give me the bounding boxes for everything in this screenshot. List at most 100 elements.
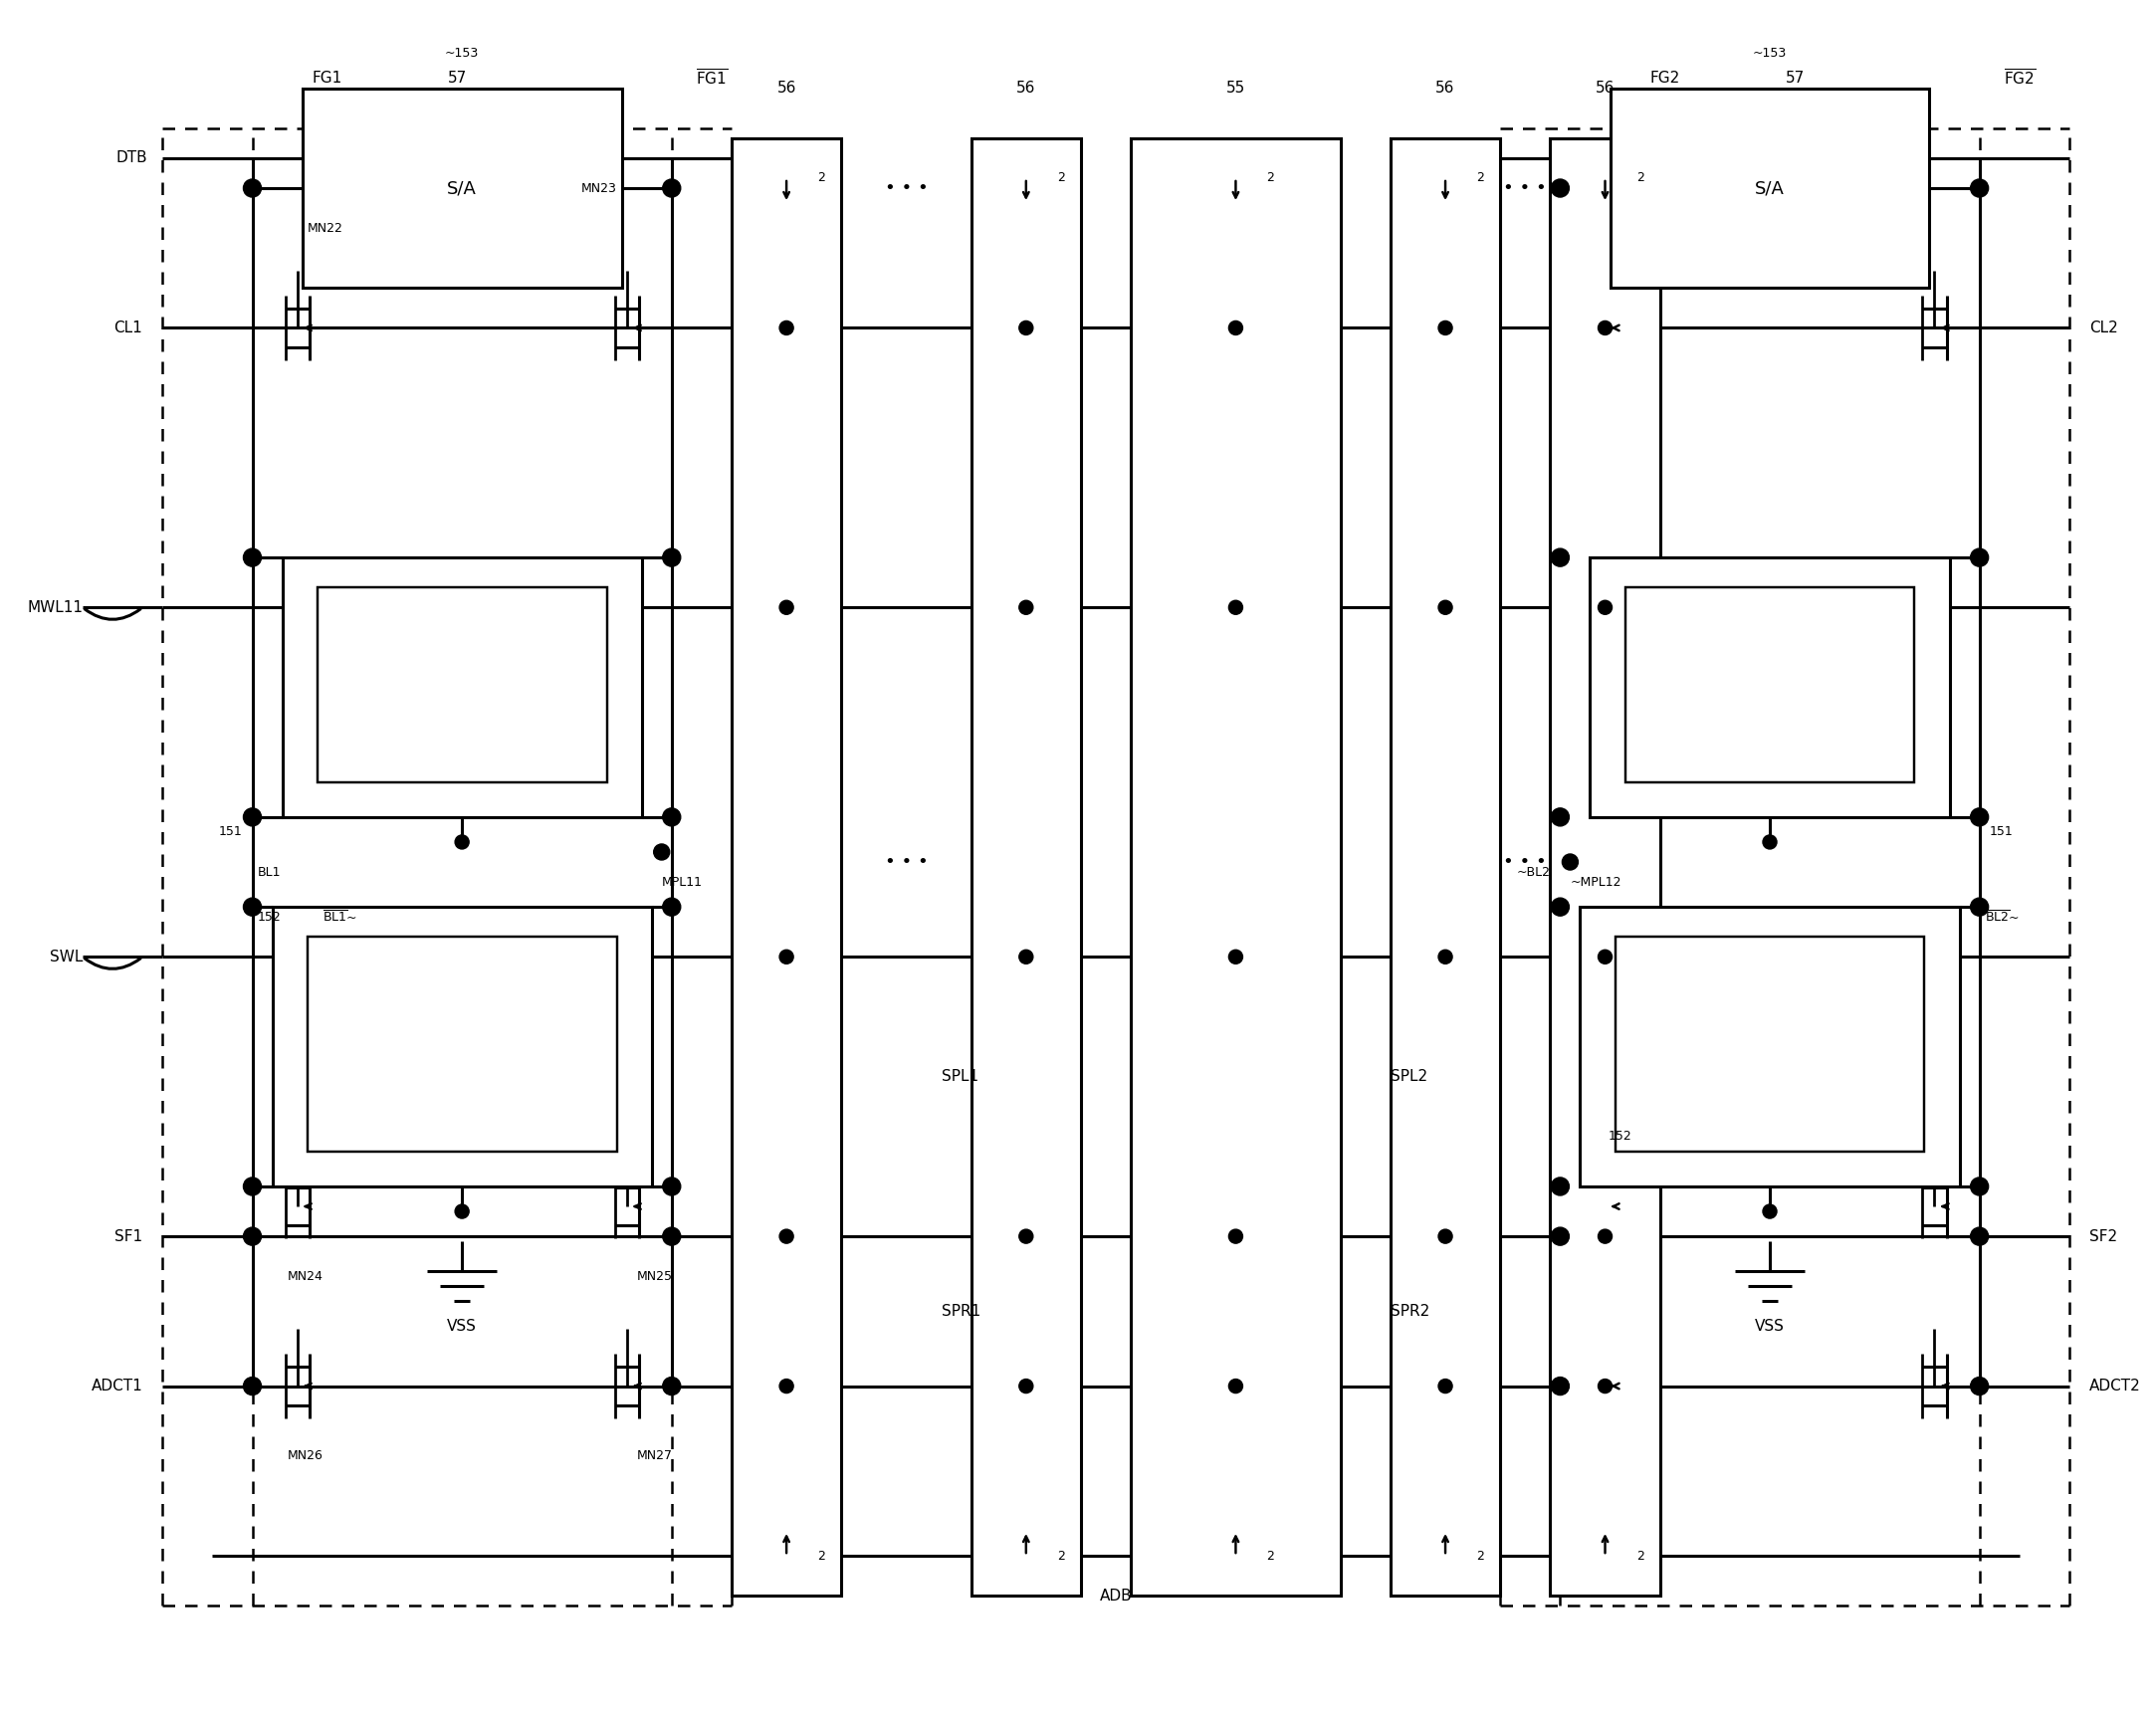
Circle shape (1438, 321, 1453, 334)
Text: MN24: MN24 (287, 1270, 323, 1282)
Circle shape (1971, 807, 1988, 826)
Text: • • •: • • • (884, 180, 927, 197)
Text: 56: 56 (1595, 81, 1615, 96)
Text: VSS: VSS (1755, 1318, 1785, 1333)
Circle shape (455, 835, 470, 848)
Circle shape (1971, 1376, 1988, 1395)
Circle shape (1229, 950, 1242, 963)
Text: 152: 152 (1608, 1130, 1632, 1143)
Circle shape (1971, 548, 1988, 567)
Circle shape (1550, 548, 1570, 567)
Text: S/A: S/A (1755, 180, 1785, 197)
Text: 2: 2 (1268, 171, 1274, 185)
Text: BL1: BL1 (257, 866, 280, 879)
Text: 151: 151 (1990, 826, 2014, 838)
Text: 2: 2 (1056, 171, 1065, 185)
Circle shape (244, 898, 261, 915)
Text: SPL2: SPL2 (1391, 1070, 1427, 1083)
Text: MPL11: MPL11 (662, 876, 703, 888)
Text: 2: 2 (1477, 171, 1483, 185)
Text: 2: 2 (1477, 1549, 1483, 1561)
Text: CL2: CL2 (2089, 321, 2117, 336)
Circle shape (1598, 321, 1613, 334)
Text: 2: 2 (817, 1549, 826, 1561)
Circle shape (1550, 1227, 1570, 1246)
Circle shape (662, 180, 681, 197)
Bar (1615, 938, 1925, 1152)
Bar (1550, 139, 1660, 1596)
Circle shape (1971, 1178, 1988, 1195)
Circle shape (780, 600, 793, 614)
Circle shape (1598, 950, 1613, 963)
Circle shape (1020, 1380, 1033, 1393)
Text: 2: 2 (1636, 1549, 1643, 1561)
Text: MN27: MN27 (636, 1450, 673, 1462)
Bar (1611, 89, 1930, 288)
Text: 56: 56 (1015, 81, 1035, 96)
Circle shape (662, 898, 681, 915)
Text: S/A: S/A (446, 180, 476, 197)
Text: SF2: SF2 (2089, 1229, 2117, 1244)
Bar (970, 139, 1080, 1596)
Text: 57: 57 (448, 70, 466, 86)
Circle shape (1229, 600, 1242, 614)
Text: ~BL2: ~BL2 (1516, 866, 1550, 879)
Circle shape (455, 1205, 470, 1219)
Circle shape (1020, 950, 1033, 963)
Circle shape (662, 1376, 681, 1395)
Circle shape (1550, 1178, 1570, 1195)
Circle shape (1598, 1380, 1613, 1393)
Circle shape (1550, 1376, 1570, 1395)
Text: MN26: MN26 (287, 1450, 323, 1462)
Text: • • •: • • • (884, 854, 927, 871)
Text: ADCT1: ADCT1 (91, 1378, 142, 1393)
Text: • • •: • • • (1503, 854, 1548, 871)
Circle shape (1764, 1205, 1777, 1219)
Text: $\overline{\rm BL1}$~: $\overline{\rm BL1}$~ (321, 908, 356, 924)
Bar (272, 907, 651, 1186)
Text: • • •: • • • (1503, 180, 1548, 197)
Circle shape (1598, 1229, 1613, 1243)
Circle shape (662, 1178, 681, 1195)
Circle shape (244, 1376, 261, 1395)
Circle shape (244, 548, 261, 567)
Bar (1591, 557, 1949, 818)
Circle shape (244, 807, 261, 826)
Circle shape (1020, 600, 1033, 614)
Text: DTB: DTB (116, 151, 147, 166)
Circle shape (1229, 321, 1242, 334)
Circle shape (780, 1380, 793, 1393)
Bar (302, 89, 621, 288)
Text: $\overline{\rm FG1}$: $\overline{\rm FG1}$ (696, 69, 727, 89)
Text: SPR2: SPR2 (1391, 1304, 1429, 1318)
Text: ~153: ~153 (1753, 46, 1787, 60)
Text: SPR1: SPR1 (942, 1304, 981, 1318)
Circle shape (1971, 1227, 1988, 1246)
Text: SPL1: SPL1 (942, 1070, 979, 1083)
Bar (308, 938, 617, 1152)
Text: ADCT2: ADCT2 (2089, 1378, 2141, 1393)
Circle shape (780, 321, 793, 334)
Circle shape (1438, 1380, 1453, 1393)
Circle shape (662, 1227, 681, 1246)
Circle shape (662, 807, 681, 826)
Bar (1626, 588, 1915, 782)
Circle shape (1229, 1229, 1242, 1243)
Circle shape (662, 548, 681, 567)
Text: 2: 2 (1056, 1549, 1065, 1561)
Text: 2: 2 (1268, 1549, 1274, 1561)
Text: SWL: SWL (50, 950, 82, 965)
Text: FG1: FG1 (313, 70, 343, 86)
Text: 56: 56 (776, 81, 796, 96)
Circle shape (1550, 807, 1570, 826)
Circle shape (244, 180, 261, 197)
Text: CL1: CL1 (114, 321, 142, 336)
Circle shape (1550, 180, 1570, 197)
Text: MN25: MN25 (636, 1270, 673, 1282)
Circle shape (1563, 854, 1578, 871)
Text: 57: 57 (1785, 70, 1805, 86)
Circle shape (1971, 898, 1988, 915)
Text: FG2: FG2 (1649, 70, 1680, 86)
Text: VSS: VSS (446, 1318, 476, 1333)
Text: 2: 2 (1636, 171, 1643, 185)
